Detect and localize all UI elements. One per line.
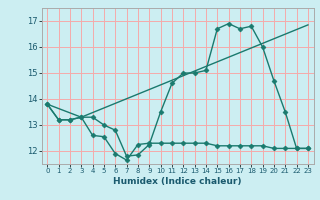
X-axis label: Humidex (Indice chaleur): Humidex (Indice chaleur) — [113, 177, 242, 186]
